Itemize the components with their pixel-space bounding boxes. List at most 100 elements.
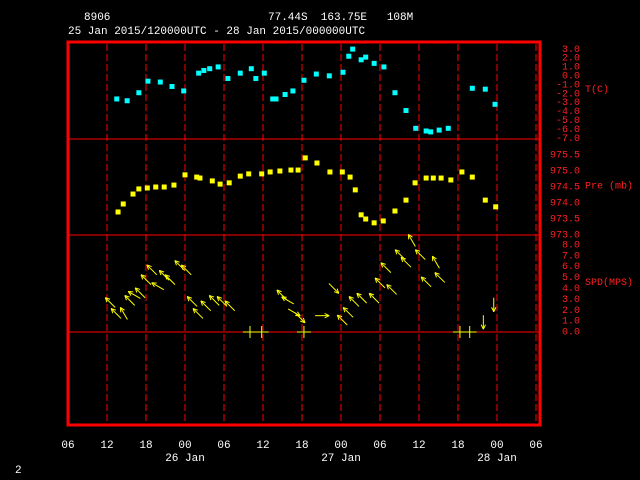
x-tick-label: 00	[334, 440, 347, 452]
arrow-head	[200, 300, 203, 306]
data-point	[340, 69, 346, 75]
wind-arrow	[192, 308, 204, 319]
wind-arrow	[480, 315, 486, 330]
data-point	[144, 185, 150, 191]
page-number: 2	[15, 465, 22, 477]
arrow-head	[415, 249, 421, 252]
arrow-shaft	[336, 314, 348, 326]
data-point	[347, 174, 353, 180]
arrow-head	[394, 249, 398, 255]
data-point	[346, 53, 352, 59]
y-tick-label: 7.0	[562, 251, 580, 262]
wind-arrow	[164, 274, 176, 285]
data-point	[363, 216, 369, 222]
data-point	[114, 96, 120, 102]
data-point	[246, 171, 252, 177]
x-date-label: 28 Jan	[477, 453, 517, 465]
x-tick-label: 00	[490, 440, 503, 452]
arrow-head	[297, 311, 301, 317]
arrow-shaft	[400, 256, 412, 268]
y-tick-label: 975.5	[550, 151, 580, 162]
arrow-head	[151, 282, 155, 288]
arrow-head	[110, 308, 117, 311]
data-point	[237, 70, 243, 76]
data-point	[459, 169, 465, 175]
arrow-head	[356, 292, 362, 296]
arrow-head	[343, 306, 349, 310]
axis-unit-label: T(C)	[585, 84, 609, 96]
x-tick-label: 12	[100, 440, 113, 452]
data-point	[182, 172, 188, 178]
arrow-head	[164, 274, 168, 280]
arrow-shaft	[186, 296, 198, 307]
data-point	[358, 57, 364, 63]
y-tick-label: 1.0	[562, 317, 580, 328]
arrow-shaft	[180, 264, 192, 276]
arrow-head	[374, 277, 378, 283]
arrow-head	[224, 300, 228, 306]
arrow-head	[135, 287, 141, 290]
wind-arrow	[386, 284, 398, 295]
wind-arrow	[296, 326, 311, 338]
arrow-shaft	[407, 234, 416, 247]
arrow-head	[127, 291, 132, 296]
arrow-head	[186, 296, 190, 302]
data-point	[120, 201, 126, 207]
data-point	[436, 127, 442, 133]
arrow-head	[324, 313, 330, 317]
arrow-shaft	[420, 276, 432, 288]
data-point	[217, 181, 223, 187]
y-tick-label: 974.5	[550, 183, 580, 194]
wind-arrow	[431, 255, 440, 269]
data-point	[169, 83, 175, 89]
wind-arrow	[328, 283, 340, 294]
arrow-shaft	[208, 295, 220, 306]
x-tick-label: 06	[217, 440, 230, 452]
wind-arrow	[281, 296, 295, 305]
data-point	[371, 220, 377, 226]
arrow-head	[181, 264, 187, 268]
arrow-head	[192, 308, 196, 314]
arrow-head	[187, 296, 193, 299]
y-tick-label: -2.0	[556, 89, 580, 100]
data-point	[445, 125, 451, 131]
y-tick-label: 5.0	[562, 273, 580, 284]
arrow-head	[421, 276, 427, 280]
arrow-head	[420, 276, 424, 282]
data-point	[259, 171, 265, 177]
data-point	[403, 197, 409, 203]
arrow-shaft	[192, 308, 204, 319]
arrow-head	[281, 296, 285, 302]
arrow-head	[276, 289, 282, 293]
arrow-shaft	[328, 283, 340, 294]
data-point	[136, 186, 142, 192]
x-tick-label: 06	[529, 440, 542, 452]
data-point	[215, 64, 221, 70]
data-point	[273, 96, 279, 102]
y-tick-label: 8.0	[562, 240, 580, 251]
arrow-shaft	[380, 262, 392, 273]
x-tick-label: 12	[256, 440, 269, 452]
data-point	[261, 70, 267, 76]
wind-arrow	[414, 249, 426, 260]
data-point	[482, 197, 488, 203]
arrow-shaft	[431, 255, 440, 269]
wind-arrow	[336, 314, 348, 326]
wind-arrow	[158, 269, 170, 281]
plot-frame	[66, 40, 542, 427]
y-tick-label: -7.0	[556, 134, 580, 145]
data-point	[157, 79, 163, 85]
data-point	[403, 108, 409, 114]
arrow-shaft	[386, 284, 398, 295]
arrow-head	[414, 249, 418, 255]
arrow-head	[336, 288, 340, 294]
station-location: 77.44S 163.75E 108M	[268, 12, 413, 24]
arrow-head	[432, 255, 437, 260]
data-point	[237, 173, 243, 179]
data-point	[314, 160, 320, 166]
arrow-head	[140, 274, 144, 280]
wind-arrow	[368, 292, 380, 304]
y-tick-label: 974.0	[550, 199, 580, 210]
wind-arrow	[186, 296, 198, 307]
arrow-head	[110, 308, 114, 314]
